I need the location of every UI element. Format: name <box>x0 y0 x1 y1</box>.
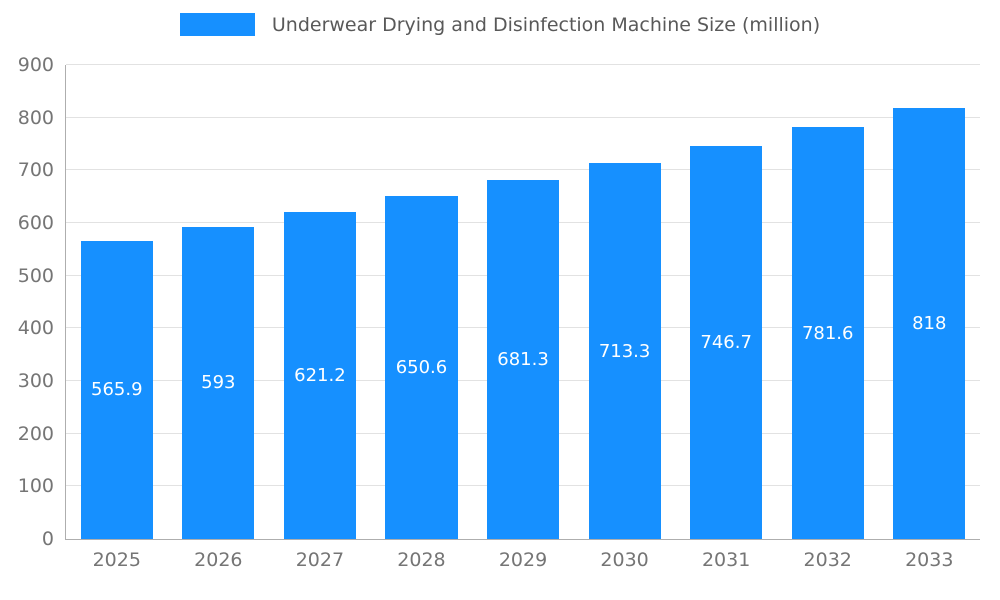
bar-value-label: 565.9 <box>91 379 143 401</box>
plot-area: 0 100 200 300 400 500 600 700 800 900 565.9 593 621… <box>18 54 980 571</box>
gridline <box>66 169 980 171</box>
x-tick-label: 2032 <box>803 549 852 571</box>
bar-value-label: 681.3 <box>497 349 549 371</box>
chart-legend: Underwear Drying and Disinfection Machin… <box>0 13 1000 36</box>
bar-2030: 713.3 <box>588 163 661 539</box>
gridline <box>66 64 980 65</box>
bar-value-label: 818 <box>912 313 947 335</box>
bars-container: 565.9 593 621.2 650.6 681.3 713.3 746.7 781.6 81… <box>66 65 980 539</box>
bar-value-label: 781.6 <box>801 322 854 344</box>
bar-slot: 781.6 <box>777 65 879 539</box>
x-tick-label: 2033 <box>905 549 954 571</box>
y-tick-label: 600 <box>17 212 54 235</box>
bar-slot: 650.6 <box>371 65 473 539</box>
bar-slot: 818 <box>879 65 981 539</box>
bar-2027: 621.2 <box>283 211 356 539</box>
y-tick-label: 900 <box>17 54 54 76</box>
bar-2032: 781.6 <box>791 127 864 539</box>
x-tick-label: 2029 <box>498 549 548 571</box>
bar-2028: 650.6 <box>385 196 458 539</box>
x-axis: 2025 2026 2027 2028 2029 2030 2031 2032 2033 <box>66 549 980 571</box>
x-tick-label: 2025 <box>92 549 141 571</box>
y-tick-label: 100 <box>17 475 54 498</box>
bar-2031: 746.7 <box>690 145 763 539</box>
y-tick-label: 0 <box>41 528 54 550</box>
y-tick-label: 300 <box>17 370 54 393</box>
y-tick-label: 800 <box>17 106 54 129</box>
gridline <box>66 116 980 118</box>
bar-slot: 681.3 <box>472 65 574 539</box>
bar-value-label: 593 <box>201 372 236 394</box>
bar-value-label: 650.6 <box>395 357 448 379</box>
legend-swatch-icon <box>179 13 255 36</box>
chart-title: Underwear Drying and Disinfection Machin… <box>271 13 821 36</box>
bar-slot: 593 <box>168 65 270 539</box>
bar-value-label: 713.3 <box>598 340 651 362</box>
x-tick-label: 2027 <box>295 549 345 571</box>
y-tick-label: 200 <box>17 422 54 445</box>
x-tick-label: 2031 <box>701 549 751 571</box>
bar-slot: 565.9 <box>66 65 168 539</box>
bar-slot: 621.2 <box>269 65 371 539</box>
bar-2029: 681.3 <box>486 180 560 539</box>
bar-2026: 593 <box>182 226 255 539</box>
bar-2025: 565.9 <box>80 240 153 539</box>
x-tick-label: 2028 <box>397 549 446 571</box>
bar-value-label: 621.2 <box>294 364 346 386</box>
x-tick-label: 2030 <box>600 549 649 571</box>
bar-slot: 746.7 <box>675 65 777 539</box>
x-tick-label: 2026 <box>194 549 243 571</box>
y-tick-label: 500 <box>17 264 54 287</box>
y-tick-label: 400 <box>17 317 54 340</box>
bar-slot: 713.3 <box>574 65 676 539</box>
bar-2033: 818 <box>893 108 966 539</box>
bar-value-label: 746.7 <box>700 331 752 353</box>
y-tick-label: 700 <box>17 159 54 182</box>
